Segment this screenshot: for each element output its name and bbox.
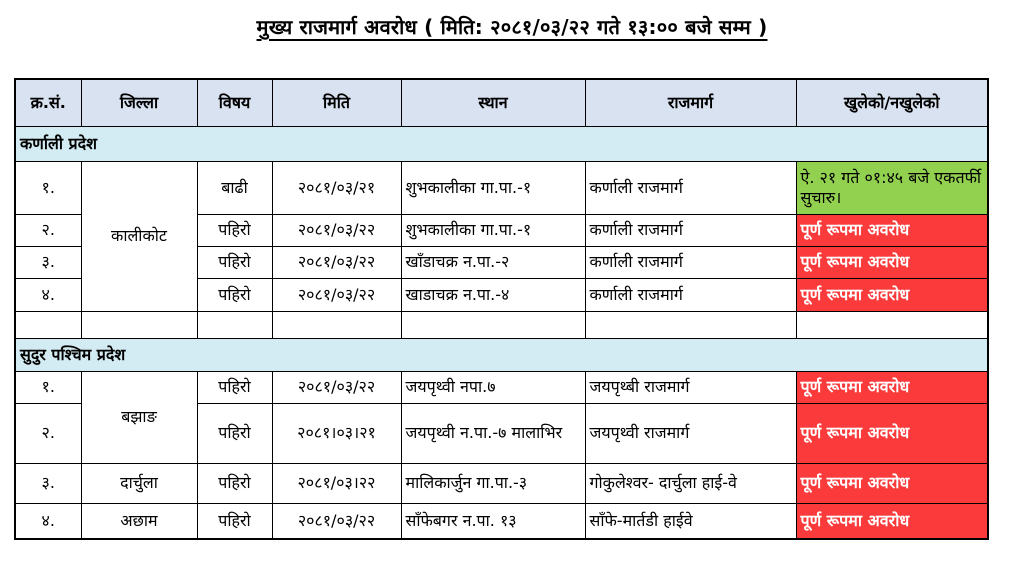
subject-cell: पहिरो (196, 370, 273, 404)
highway-cell: कर्णाली राजमार्ग (584, 160, 797, 215)
column-header-5: राजमार्ग (584, 78, 797, 127)
table-body: क्र.सं. जिल्ला विषय मिति स्थान राजमार्ग खुलेको… (14, 78, 989, 540)
column-header-0: क्र.सं. (14, 78, 82, 127)
subject-cell: पहिरो (196, 502, 273, 540)
status-cell: पूर्ण रूपमा अवरोध (795, 213, 989, 247)
empty-cell (795, 310, 989, 339)
highway-cell: कर्णाली राजमार्ग (584, 245, 797, 279)
date-cell: २०८१/०३/२२ (271, 213, 402, 247)
column-header-4: स्थान (400, 78, 586, 127)
district-cell: दार्चुला (80, 462, 198, 504)
empty-row (14, 310, 989, 339)
district-cell: अछाम (80, 502, 198, 540)
data-row: २. पहिरो २०८१।०३।२१ जयपृथ्वी न.पा.-७ मालाभि… (14, 402, 989, 464)
row-number-cell: ४. (14, 502, 82, 540)
subject-cell: पहिरो (196, 213, 273, 247)
data-row: १. बझाङ पहिरो २०८१/०३/२२ जयपृथ्वी नपा.७ जयपृथ… (14, 370, 989, 464)
highway-cell: कर्णाली राजमार्ग (584, 213, 797, 247)
status-cell: ऐ. २१ गते ०१:४५ बजे एकतर्फी सुचारु। (795, 160, 989, 215)
subject-cell: पहिरो (196, 462, 273, 504)
date-cell: २०८१।०३।२१ (271, 402, 402, 464)
highway-cell: साँफे-मार्तडी हाईवे (584, 502, 797, 540)
district-cell: बझाङ (80, 370, 198, 464)
date-cell: २०८१/०३/२२ (271, 245, 402, 279)
subject-cell: पहिरो (196, 245, 273, 279)
section-row: सुदुर पश्चिम प्रदेश (14, 337, 989, 372)
status-cell: पूर्ण रूपमा अवरोध (795, 402, 989, 464)
status-cell: पूर्ण रूपमा अवरोध (795, 245, 989, 279)
status-cell: पूर्ण रूपमा अवरोध (795, 462, 989, 504)
status-cell: पूर्ण रूपमा अवरोध (795, 277, 989, 312)
date-cell: २०८१/०३/२२ (271, 277, 402, 312)
empty-cell (14, 310, 82, 339)
row-number-cell: ३. (14, 462, 82, 504)
status-cell: पूर्ण रूपमा अवरोध (795, 370, 989, 404)
column-header-2: विषय (196, 78, 273, 127)
place-cell: साँफेबगर न.पा. १३ (400, 502, 586, 540)
status-cell: पूर्ण रूपमा अवरोध (795, 502, 989, 540)
place-cell: शुभकालीका गा.पा.-१ (400, 213, 586, 247)
subject-cell: बाढी (196, 160, 273, 215)
place-cell: मालिकार्जुन गा.पा.-३ (400, 462, 586, 504)
place-cell: शुभकालीका गा.पा.-१ (400, 160, 586, 215)
column-header-1: जिल्ला (80, 78, 198, 127)
subject-cell: पहिरो (196, 277, 273, 312)
data-row: ३. पहिरो २०८१/०३/२२ खाँडाचक्र न.पा.-२ कर्णाल… (14, 245, 989, 279)
section-label: कर्णाली प्रदेश (14, 125, 989, 162)
subject-cell: पहिरो (196, 402, 273, 464)
row-number-cell: २. (14, 402, 82, 464)
data-row: २. पहिरो २०८१/०३/२२ शुभकालीका गा.पा.-१ कर्णा… (14, 213, 989, 247)
data-row: ३. दार्चुला पहिरो २०८१/०३।२२ मालिकार्जुन गा.… (14, 462, 989, 504)
highway-cell: जयपृथ्वी राजमार्ग (584, 402, 797, 464)
date-cell: २०८१/०३/२२ (271, 370, 402, 404)
data-row: १. कालीकोट बाढी २०८१/०३/२१ शुभकालीका गा.पा.-… (14, 160, 989, 312)
row-number-cell: २. (14, 213, 82, 247)
empty-cell (400, 310, 586, 339)
page-title: मुख्य राजमार्ग अवरोध ( मिति: २०८१/०३/२२ … (256, 15, 768, 39)
empty-cell (584, 310, 797, 339)
empty-cell (271, 310, 402, 339)
title-bar: मुख्य राजमार्ग अवरोध ( मिति: २०८१/०३/२२ … (0, 0, 1024, 60)
column-header-3: मिति (271, 78, 402, 127)
district-cell: कालीकोट (80, 160, 198, 312)
empty-cell (80, 310, 198, 339)
date-cell: २०८१/०३।२२ (271, 462, 402, 504)
row-number-cell: १. (14, 160, 82, 215)
place-cell: खाडाचक्र न.पा.-४ (400, 277, 586, 312)
data-row: ४. अछाम पहिरो २०८१/०३/२२ साँफेबगर न.पा. १३ सा… (14, 502, 989, 540)
highway-cell: जयपृथ्बी राजमार्ग (584, 370, 797, 404)
place-cell: खाँडाचक्र न.पा.-२ (400, 245, 586, 279)
column-header-6: खुलेको/नखुलेको (795, 78, 989, 127)
highway-cell: गोकुलेश्वर- दार्चुला हाई-वे (584, 462, 797, 504)
row-number-cell: ३. (14, 245, 82, 279)
empty-cell (196, 310, 273, 339)
highway-obstruction-table: क्र.सं. जिल्ला विषय मिति स्थान राजमार्ग खुलेको… (14, 78, 989, 540)
table-header-row: क्र.सं. जिल्ला विषय मिति स्थान राजमार्ग खुलेको… (14, 78, 989, 127)
place-cell: जयपृथ्वी न.पा.-७ मालाभिर (400, 402, 586, 464)
data-row: ४. पहिरो २०८१/०३/२२ खाडाचक्र न.पा.-४ कर्णाली… (14, 277, 989, 312)
date-cell: २०८१/०३/२१ (271, 160, 402, 215)
row-number-cell: १. (14, 370, 82, 404)
date-cell: २०८१/०३/२२ (271, 502, 402, 540)
row-number-cell: ४. (14, 277, 82, 312)
highway-cell: कर्णाली राजमार्ग (584, 277, 797, 312)
section-label: सुदुर पश्चिम प्रदेश (14, 337, 989, 372)
section-row: कर्णाली प्रदेश (14, 125, 989, 162)
place-cell: जयपृथ्वी नपा.७ (400, 370, 586, 404)
